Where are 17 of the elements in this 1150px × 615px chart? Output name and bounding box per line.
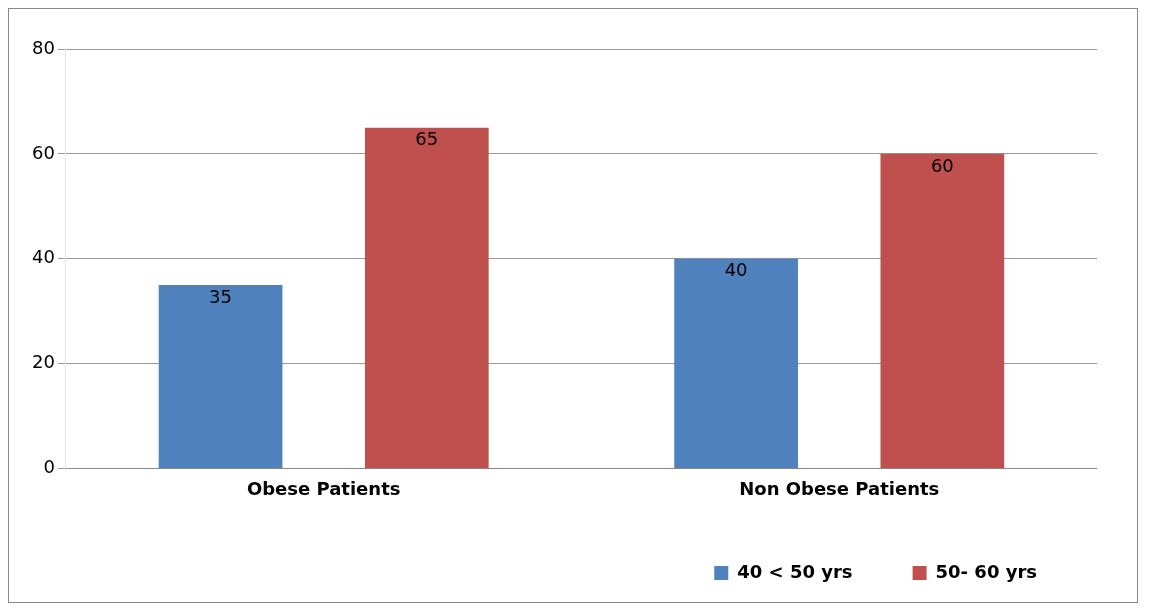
bar [364, 127, 489, 468]
bar [158, 284, 283, 468]
y-tick-label: 40 [32, 246, 55, 268]
bar [880, 153, 1005, 468]
data-label: 65 [415, 128, 439, 150]
y-tick-label: 60 [32, 141, 55, 163]
data-label: 40 [724, 259, 748, 281]
y-tick-label: 80 [32, 36, 55, 58]
x-tick-label: Obese Patients [246, 477, 401, 499]
data-label: 60 [930, 154, 954, 176]
data-label: 35 [209, 285, 233, 307]
legend-label: 40 < 50 yrs [737, 560, 853, 582]
legend-label: 50- 60 yrs [935, 560, 1038, 582]
y-tick-label: 0 [43, 456, 55, 478]
y-tick-label: 20 [32, 351, 55, 373]
x-tick-label: Non Obese Patients [739, 477, 940, 499]
bar [674, 258, 798, 468]
